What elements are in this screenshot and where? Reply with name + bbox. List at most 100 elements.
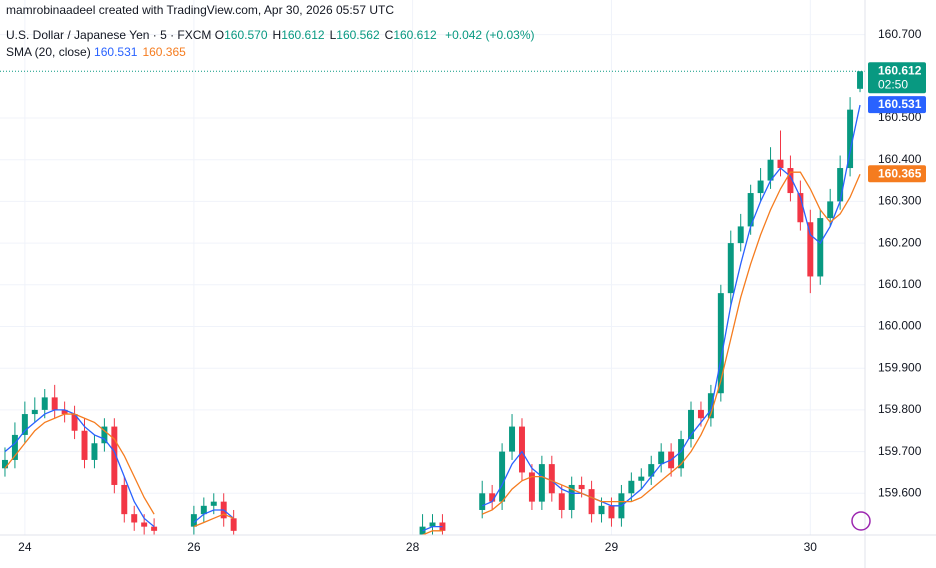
candle-body (807, 222, 814, 277)
indicator: SMA (20, close) (6, 45, 91, 59)
y-tick-label: 159.600 (878, 485, 922, 499)
candle-body (11, 434, 18, 460)
ohlc-value: 160.562 (336, 28, 380, 42)
candle-body (817, 218, 824, 277)
ohlc-key: L (329, 28, 337, 42)
candle-body (678, 439, 685, 469)
sma-line (4, 104, 861, 532)
change: +0.042 (445, 28, 483, 42)
x-tick-label: 26 (187, 540, 201, 554)
symbol: U.S. Dollar / Japanese Yen · 5 · FXCM (6, 28, 212, 42)
candle-body (628, 480, 635, 494)
candle-body (727, 243, 734, 294)
candle-body (1, 459, 8, 469)
y-tick-label: 160.400 (878, 152, 922, 166)
ohlc: O160.570 H160.612 L160.562 C160.612 (215, 28, 442, 42)
candle-body (141, 522, 148, 527)
candle-body (101, 426, 108, 444)
price-badge-label: 160.365 (878, 166, 922, 180)
candle-body (41, 397, 48, 410)
candle-body (61, 409, 68, 415)
candle-body (638, 476, 645, 481)
axis: 160.700 160.500 160.400 160.300 160.200 160.1… (18, 27, 926, 554)
candle-body (568, 484, 575, 510)
candle-body (578, 484, 585, 490)
candle-body (717, 293, 724, 394)
candle-body (747, 193, 754, 227)
candle-body (797, 193, 804, 223)
candle-body (737, 226, 744, 244)
candle-body (509, 426, 516, 452)
candle-body (767, 159, 774, 181)
candle-body (857, 71, 864, 89)
y-tick-label: 160.200 (878, 235, 922, 249)
x-tick-label: 29 (605, 540, 619, 554)
y-tick-label: 160.300 (878, 194, 922, 208)
candle-body (479, 493, 486, 510)
ohlc-value: 160.612 (281, 28, 325, 42)
y-tick-label: 160.000 (878, 319, 922, 333)
candle-body (200, 505, 207, 515)
candle-body (21, 414, 28, 435)
candle-body (429, 522, 436, 527)
ohlc-value: 160.570 (224, 28, 268, 42)
candle-body (707, 393, 714, 419)
indicator-legend: SMA (20, close) 160.531 160.365 (6, 45, 191, 59)
y-tick-label: 159.800 (878, 402, 922, 416)
candle-body (608, 505, 615, 519)
sma-value: 160.531 (94, 45, 138, 59)
candle-body (588, 489, 595, 515)
x-tick-label: 30 (804, 540, 818, 554)
countdown: 02:50 (878, 77, 908, 91)
sma-value: 160.365 (142, 45, 186, 59)
candle-body (151, 526, 158, 531)
candle-body (648, 464, 655, 477)
candle-body (538, 464, 545, 502)
symbol-legend: U.S. Dollar / Japanese Yen · 5 · FXCM O1… (6, 28, 534, 42)
candle-body (548, 464, 555, 494)
ohlc-key: H (272, 28, 282, 42)
candle-body (121, 484, 128, 515)
candle-body (757, 180, 764, 194)
price-badge (868, 165, 926, 183)
candle-body (558, 493, 565, 510)
y-tick-label: 160.100 (878, 277, 922, 291)
candle-body (91, 443, 98, 460)
price-badge-label: 160.612 (878, 63, 922, 77)
candle-body (489, 493, 496, 502)
x-tick-label: 28 (406, 540, 420, 554)
candle-body (847, 109, 854, 169)
candle-body (688, 409, 694, 440)
ohlc-key: C (384, 28, 394, 42)
x-tick-label: 24 (18, 540, 32, 554)
candle-body (230, 518, 237, 531)
candle-body (777, 159, 784, 169)
candle-body (837, 168, 844, 202)
candle-body (111, 426, 118, 485)
candle-body (31, 409, 38, 415)
candle-body (658, 451, 665, 465)
candle-body (131, 514, 138, 523)
plot (0, 70, 865, 535)
caption: mamrobinaadeel created with TradingView.… (6, 3, 394, 17)
indicator-values: 160.531 160.365 (94, 45, 191, 59)
candle-body (51, 397, 58, 410)
candle-body (827, 201, 834, 219)
price-badge (868, 62, 926, 94)
candle-body (528, 472, 535, 502)
candle-body (210, 501, 217, 506)
y-tick-label: 159.900 (878, 360, 922, 374)
candle-body (787, 168, 794, 194)
ohlc-value: 160.612 (393, 28, 437, 42)
y-tick-label: 160.700 (878, 27, 922, 41)
candle-body (519, 426, 525, 473)
logo-icon (851, 511, 871, 531)
price-badge-label: 160.531 (878, 97, 922, 111)
grid (0, 0, 865, 535)
change-pct: (+0.03%) (485, 28, 535, 42)
candle-body (697, 409, 704, 419)
ohlc-key: O (214, 28, 225, 42)
candle-body (81, 430, 88, 460)
